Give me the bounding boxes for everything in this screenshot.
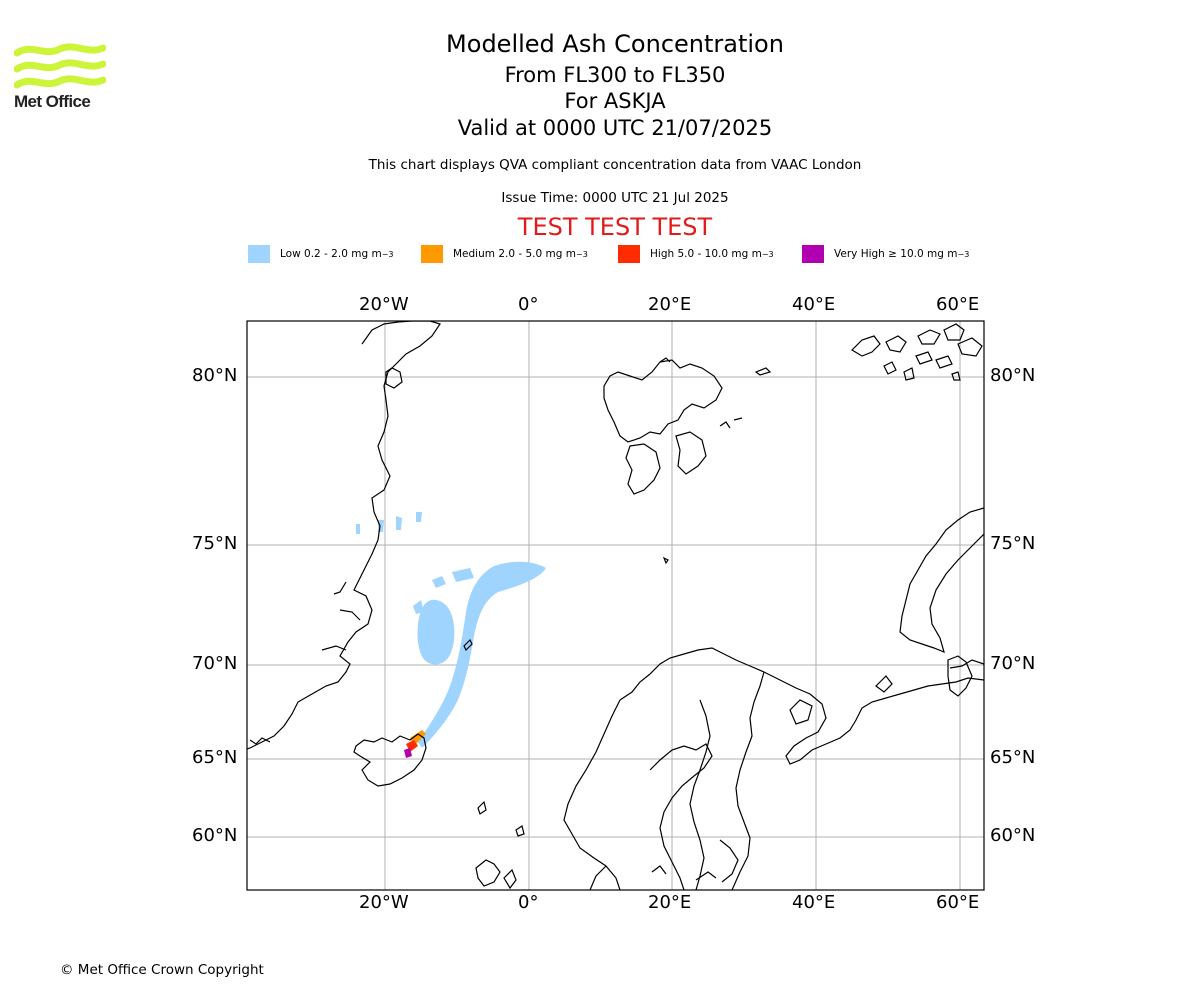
legend-high: High 5.0 - 10.0 mg m −3 (618, 244, 774, 264)
lon-tick-top-60e: 60°E (936, 294, 980, 315)
lon-tick-bottom-40e: 40°E (792, 892, 836, 913)
legend-high-swatch (618, 245, 640, 263)
met-office-logo-text: Met Office (14, 92, 91, 111)
lon-tick-top-20w: 20°W (359, 294, 409, 315)
map-gridlines (247, 321, 984, 890)
legend-very-high-label: Very High ≥ 10.0 mg m (834, 248, 958, 260)
lon-tick-bottom-0: 0° (518, 892, 539, 913)
lon-tick-bottom-60e: 60°E (936, 892, 980, 913)
lat-tick-left-70n: 70°N (192, 653, 238, 674)
map-frame (246, 320, 985, 891)
chart-description: This chart displays QVA compliant concen… (368, 157, 862, 173)
copyright-notice: © Met Office Crown Copyright (60, 962, 264, 978)
lon-tick-top-0: 0° (518, 294, 539, 315)
test-banner: TEST TEST TEST (517, 213, 713, 241)
lat-tick-right-60n: 60°N (990, 825, 1036, 846)
volcano-name: For ASKJA (564, 89, 666, 113)
legend-medium-label: Medium 2.0 - 5.0 mg m (453, 248, 576, 260)
legend-very-high-swatch (802, 245, 824, 263)
lat-tick-left-65n: 65°N (192, 747, 238, 768)
issue-time: Issue Time: 0000 UTC 21 Jul 2025 (501, 190, 729, 206)
ash-source-high (404, 730, 426, 758)
chart-title: Modelled Ash Concentration (446, 30, 784, 58)
legend-medium-swatch (421, 245, 443, 263)
legend-low: Low 0.2 - 2.0 mg m −3 (248, 244, 393, 264)
lat-tick-right-75n: 75°N (990, 533, 1036, 554)
flight-level-range: From FL300 to FL350 (504, 63, 726, 87)
valid-time: Valid at 0000 UTC 21/07/2025 (457, 116, 773, 140)
legend-medium: Medium 2.0 - 5.0 mg m −3 (421, 244, 588, 264)
lon-tick-top-20e: 20°E (648, 294, 692, 315)
lon-tick-bottom-20e: 20°E (648, 892, 692, 913)
lon-tick-bottom-20w: 20°W (359, 892, 409, 913)
legend-very-high: Very High ≥ 10.0 mg m −3 (802, 244, 969, 264)
lon-tick-top-40e: 40°E (792, 294, 836, 315)
legend-high-label: High 5.0 - 10.0 mg m (650, 248, 762, 260)
coastlines (247, 321, 984, 890)
lat-tick-left-80n: 80°N (192, 365, 238, 386)
met-office-logo-icon (14, 43, 106, 89)
lat-tick-right-70n: 70°N (990, 653, 1036, 674)
lat-tick-right-65n: 65°N (990, 747, 1036, 768)
lat-tick-left-60n: 60°N (192, 825, 238, 846)
lat-tick-left-75n: 75°N (192, 533, 238, 554)
lat-tick-right-80n: 80°N (990, 365, 1036, 386)
legend-low-label: Low 0.2 - 2.0 mg m (280, 248, 382, 260)
legend-low-swatch (248, 245, 270, 263)
ash-plume-low (356, 512, 546, 748)
